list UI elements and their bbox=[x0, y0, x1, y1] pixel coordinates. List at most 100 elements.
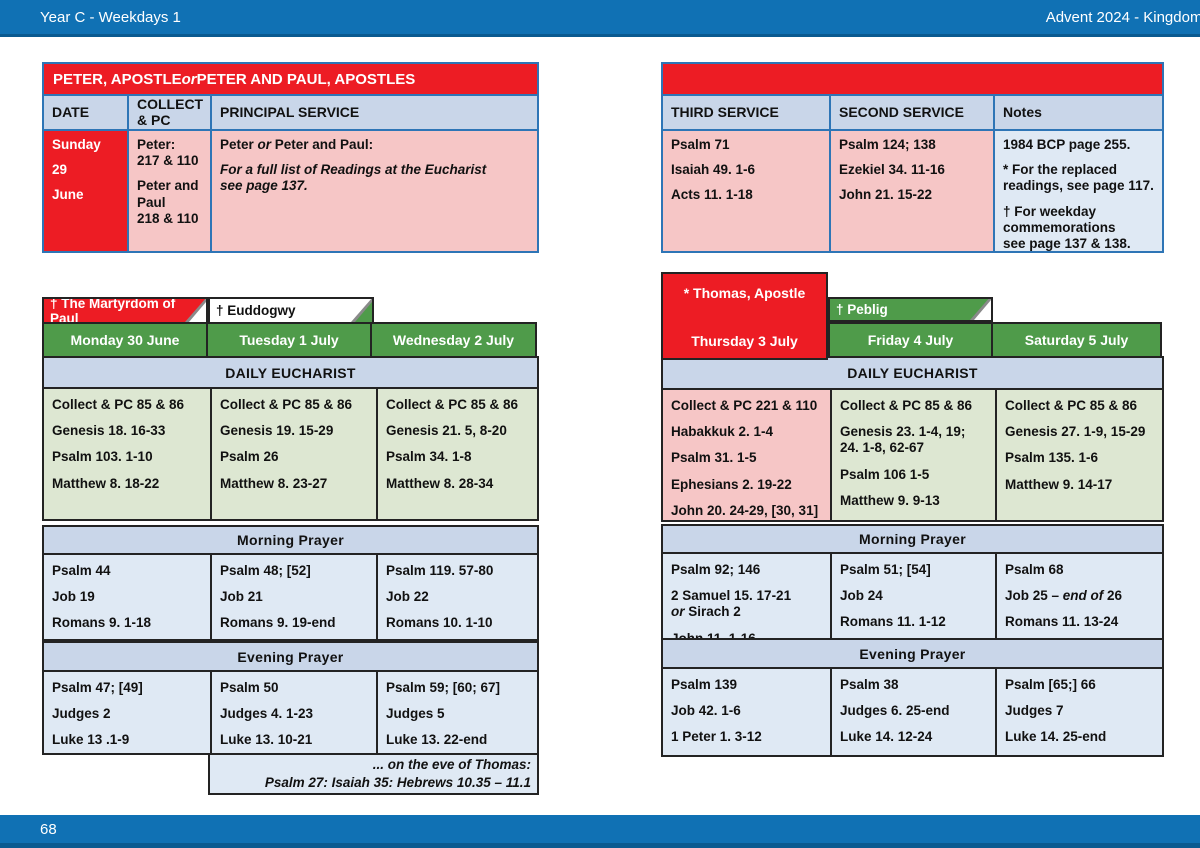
date-line: Sunday bbox=[52, 137, 101, 152]
reading-text: Peter bbox=[220, 137, 258, 152]
eucharist-cells-row: Collect & PC 221 & 110 Habakkuk 2. 1-4 P… bbox=[661, 388, 1164, 522]
reading-line: Romans 9. 1-18 bbox=[52, 615, 152, 631]
reading-line: Genesis 23. 1-4, 19; bbox=[840, 424, 966, 440]
tabs-row: † Peblig bbox=[828, 297, 1164, 322]
festival-body-row: Psalm 71 Isaiah 49. 1-6 Acts 11. 1-18 Ps… bbox=[663, 131, 1162, 251]
third-service-cell: Psalm 71 Isaiah 49. 1-6 Acts 11. 1-18 bbox=[663, 131, 829, 251]
reading-line: Genesis 18. 16-33 bbox=[52, 423, 166, 439]
evening-cell-monday: Psalm 47; [49] Judges 2 Luke 13 .1-9 bbox=[44, 672, 210, 753]
reading-line: Psalm 71 bbox=[671, 137, 730, 152]
eucharist-cells-row: Collect & PC 85 & 86 Genesis 18. 16-33 P… bbox=[42, 387, 539, 521]
note-line: Psalm 27: Isaiah 35: Hebrews 10.35 – 11.… bbox=[264, 775, 531, 790]
day-label: Tuesday 1 July bbox=[239, 332, 339, 348]
note-line: readings, see page 117. bbox=[1003, 178, 1154, 194]
day-header-wednesday: Wednesday 2 July bbox=[370, 322, 537, 358]
reading-line: Job 25 – end of 26 bbox=[1005, 588, 1154, 604]
folded-corner-icon bbox=[189, 302, 206, 322]
note-line: commemorations bbox=[1003, 219, 1116, 235]
season-title: Advent 2024 - Kingdom 2025 bbox=[1045, 8, 1200, 26]
band-label: Evening Prayer bbox=[237, 648, 344, 665]
column-header-collect: COLLECT & PC bbox=[127, 96, 210, 129]
reading-line: Judges 2 bbox=[52, 706, 111, 722]
reading-line: Psalm 135. 1-6 bbox=[1005, 450, 1099, 466]
reading-line: Matthew 8. 28-34 bbox=[386, 475, 494, 491]
day-label: Saturday 5 July bbox=[1024, 332, 1129, 348]
reading-line: Judges 7 bbox=[1005, 703, 1064, 719]
reading-line: Psalm 34. 1-8 bbox=[386, 449, 472, 465]
reading-line: Psalm 119. 57-80 bbox=[386, 563, 494, 578]
reading-line: John 20. 24-29, [30, 31] bbox=[671, 502, 819, 518]
reading-line: Job 24 bbox=[840, 588, 883, 604]
page-number-left: 68 bbox=[40, 820, 57, 838]
evening-prayer-cells-row: Psalm 139 Job 42. 1-6 1 Peter 1. 3-12 Ps… bbox=[661, 667, 1164, 757]
reading-line: Paul bbox=[137, 194, 166, 210]
evening-cell-thursday: Psalm 139 Job 42. 1-6 1 Peter 1. 3-12 bbox=[663, 669, 830, 755]
evening-cell-tuesday: Psalm 50 Judges 4. 1-23 Luke 13. 10-21 bbox=[210, 672, 376, 753]
column-header-label: DATE bbox=[52, 103, 90, 120]
reading-line: John 21. 15-22 bbox=[839, 187, 933, 203]
reading-line: Collect & PC 85 & 86 bbox=[220, 397, 353, 412]
reading-line: Judges 5 bbox=[386, 706, 445, 722]
morning-cell-monday: Psalm 44 Job 19 Romans 9. 1-18 bbox=[44, 555, 210, 639]
reading-line: Romans 11. 13-24 bbox=[1005, 614, 1119, 630]
weekday-table-left: † The Martyrdom of Paul † Euddogwy Monda… bbox=[42, 297, 539, 795]
festival-header-row: THIRD SERVICE SECOND SERVICE Notes bbox=[663, 96, 1162, 131]
morning-cell-wednesday: Psalm 119. 57-80 Job 22 Romans 10. 1-10 bbox=[376, 555, 537, 639]
festival-table-right: THIRD SERVICE SECOND SERVICE Notes Psalm… bbox=[661, 62, 1164, 253]
reading-line: 24. 1-8, 62-67 bbox=[840, 440, 925, 456]
reading-text: Sirach 2 bbox=[684, 604, 741, 620]
reading-line: Acts 11. 1-18 bbox=[671, 187, 753, 203]
column-header-notes: Notes bbox=[993, 96, 1162, 129]
tab-martyrdom-of-paul: † The Martyrdom of Paul bbox=[42, 297, 208, 324]
tabs-row: † The Martyrdom of Paul † Euddogwy bbox=[42, 297, 539, 324]
reading-or: or bbox=[257, 137, 272, 152]
second-service-cell: Psalm 124; 138 Ezekiel 34. 11-16 John 21… bbox=[829, 131, 993, 251]
eve-of-thomas-note: ... on the eve of Thomas: Psalm 27: Isai… bbox=[208, 753, 539, 795]
reading-line: Matthew 8. 18-22 bbox=[52, 475, 160, 491]
date-line: 29 bbox=[52, 162, 68, 178]
day-label: Monday 30 June bbox=[70, 332, 180, 348]
column-header-label: & PC bbox=[137, 111, 171, 128]
festival-title-text: PETER, APOSTLE bbox=[53, 70, 182, 88]
morning-prayer-cells-row: Psalm 44 Job 19 Romans 9. 1-18 Psalm 48;… bbox=[42, 553, 539, 641]
column-header-third-service: THIRD SERVICE bbox=[663, 96, 829, 129]
note-line: * For the replaced bbox=[1003, 162, 1118, 178]
footer-bar: 68 69 bbox=[0, 815, 1200, 848]
reading-line: Luke 13. 10-21 bbox=[220, 732, 313, 748]
festival-body-row: Sunday 29 June Peter: 217 & 110 Peter an… bbox=[44, 131, 537, 251]
eucharist-cell-thursday: Collect & PC 221 & 110 Habakkuk 2. 1-4 P… bbox=[663, 390, 830, 520]
reading-line: Collect & PC 85 & 86 bbox=[840, 398, 973, 413]
reading-line: Ezekiel 34. 11-16 bbox=[839, 162, 945, 178]
reading-line: Psalm 50 bbox=[220, 680, 279, 695]
folded-corner-icon bbox=[355, 302, 372, 322]
reading-line: 217 & 110 bbox=[137, 153, 199, 169]
column-header-label: SECOND SERVICE bbox=[839, 103, 964, 120]
reading-line: Romans 11. 1-12 bbox=[840, 614, 946, 630]
eucharist-cell-tuesday: Collect & PC 85 & 86 Genesis 19. 15-29 P… bbox=[210, 389, 376, 519]
eucharist-cell-saturday: Collect & PC 85 & 86 Genesis 27. 1-9, 15… bbox=[995, 390, 1162, 520]
reading-line: Psalm 139 bbox=[671, 677, 738, 692]
reading-text: 26 bbox=[1103, 588, 1123, 604]
reading-line: Romans 9. 19-end bbox=[220, 615, 336, 631]
reading-line: Genesis 27. 1-9, 15-29 bbox=[1005, 424, 1146, 440]
reading-line: see page 137. bbox=[220, 178, 308, 194]
reading-line: Genesis 19. 15-29 bbox=[220, 423, 334, 439]
day-header-row: Friday 4 July Saturday 5 July bbox=[661, 322, 1164, 358]
morning-cell-saturday: Psalm 68 Job 25 – end of 26 Romans 11. 1… bbox=[995, 554, 1162, 638]
day-header-friday: Friday 4 July bbox=[828, 322, 993, 358]
column-header-label: THIRD SERVICE bbox=[671, 103, 779, 120]
reading-line: Job 22 bbox=[386, 589, 429, 605]
column-header-label: Notes bbox=[1003, 103, 1042, 120]
reading-line: Psalm 38 bbox=[840, 677, 899, 692]
day-label: Wednesday 2 July bbox=[392, 332, 515, 348]
evening-cell-friday: Psalm 38 Judges 6. 25-end Luke 14. 12-24 bbox=[830, 669, 995, 755]
weekday-table-right: * Thomas, Apostle Thursday 3 July † Pebl… bbox=[661, 272, 1164, 757]
tab-peblig: † Peblig bbox=[828, 297, 993, 322]
reading-line: For a full list of Readings at the Eucha… bbox=[220, 162, 487, 178]
reading-line: Psalm 51; [54] bbox=[840, 562, 931, 577]
tab-label: † Peblig bbox=[836, 302, 888, 317]
series-title: Year C - Weekdays 1 bbox=[40, 8, 181, 26]
thomas-apostle-block: * Thomas, Apostle Thursday 3 July bbox=[661, 272, 828, 360]
evening-cell-saturday: Psalm [65;] 66 Judges 7 Luke 14. 25-end bbox=[995, 669, 1162, 755]
day-label: Thursday 3 July bbox=[691, 333, 798, 349]
